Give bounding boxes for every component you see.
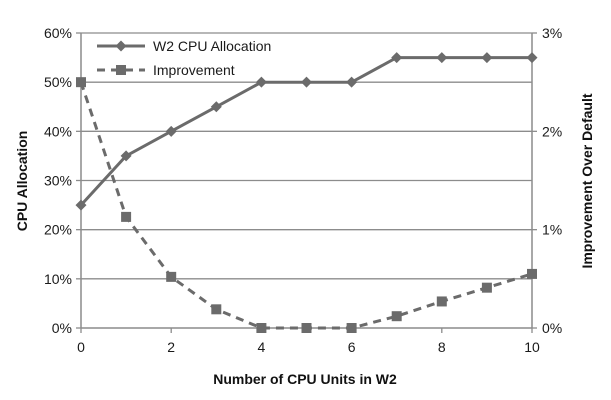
allocation-point [391, 52, 403, 64]
improvement-point [121, 211, 132, 222]
legend-label: Improvement [153, 62, 235, 78]
left-tick-label: 30% [44, 173, 72, 189]
right-tick-label: 0% [542, 320, 562, 336]
left-tick-label: 40% [44, 123, 72, 139]
allocation-point [481, 52, 493, 64]
x-tick-label: 4 [258, 339, 266, 355]
allocation-point [301, 76, 312, 88]
right-tick-label: 1% [542, 222, 562, 238]
left-tick-label: 0% [52, 320, 72, 336]
series-1 [75, 52, 538, 211]
legend-marker-diamond [115, 40, 127, 52]
gridlines [81, 32, 532, 280]
improvement-point [301, 323, 312, 333]
left-y-axis-title: CPU Allocation [14, 131, 30, 232]
allocation-point [346, 76, 358, 88]
x-tick-label: 6 [348, 339, 356, 355]
series-group [75, 52, 538, 333]
allocation-point [210, 101, 222, 113]
x-tick-label: 0 [77, 339, 85, 355]
improvement-point [166, 271, 177, 282]
allocation-point [165, 125, 177, 137]
improvement-point [391, 311, 402, 322]
allocation-point [255, 76, 267, 88]
improvement-point [211, 304, 222, 315]
legend-label: W2 CPU Allocation [153, 38, 271, 54]
x-tick-label: 10 [524, 339, 540, 355]
allocation-point [120, 150, 132, 162]
left-tick-label: 20% [44, 222, 72, 238]
legend: W2 CPU Allocation Improvement [97, 38, 271, 78]
series-2 [76, 77, 537, 333]
allocation-point [75, 199, 87, 211]
right-y-axis-title: Improvement Over Default [579, 93, 595, 268]
improvement-point [436, 296, 447, 307]
x-tick-label: 2 [167, 339, 175, 355]
improvement-line [79, 81, 533, 330]
improvement-point [346, 323, 357, 333]
left-tick-label: 50% [44, 74, 72, 90]
right-tick-label: 3% [542, 25, 562, 41]
improvement-point [256, 323, 267, 333]
right-axis-ticks: 0% 1% 2% 3% [532, 25, 562, 336]
left-tick-label: 10% [44, 271, 72, 287]
left-tick-label: 60% [44, 25, 72, 41]
legend-marker-square [116, 65, 126, 75]
improvement-point [527, 268, 537, 279]
left-axis-ticks: 0% 10% 20% 30% 40% 50% 60% [44, 25, 81, 336]
improvement-point [481, 282, 492, 293]
x-axis-title: Number of CPU Units in W2 [213, 371, 397, 387]
improvement-point [76, 77, 86, 88]
allocation-point [436, 52, 448, 64]
x-tick-label: 8 [438, 339, 446, 355]
right-tick-label: 2% [542, 123, 562, 139]
allocation-point [526, 52, 538, 64]
